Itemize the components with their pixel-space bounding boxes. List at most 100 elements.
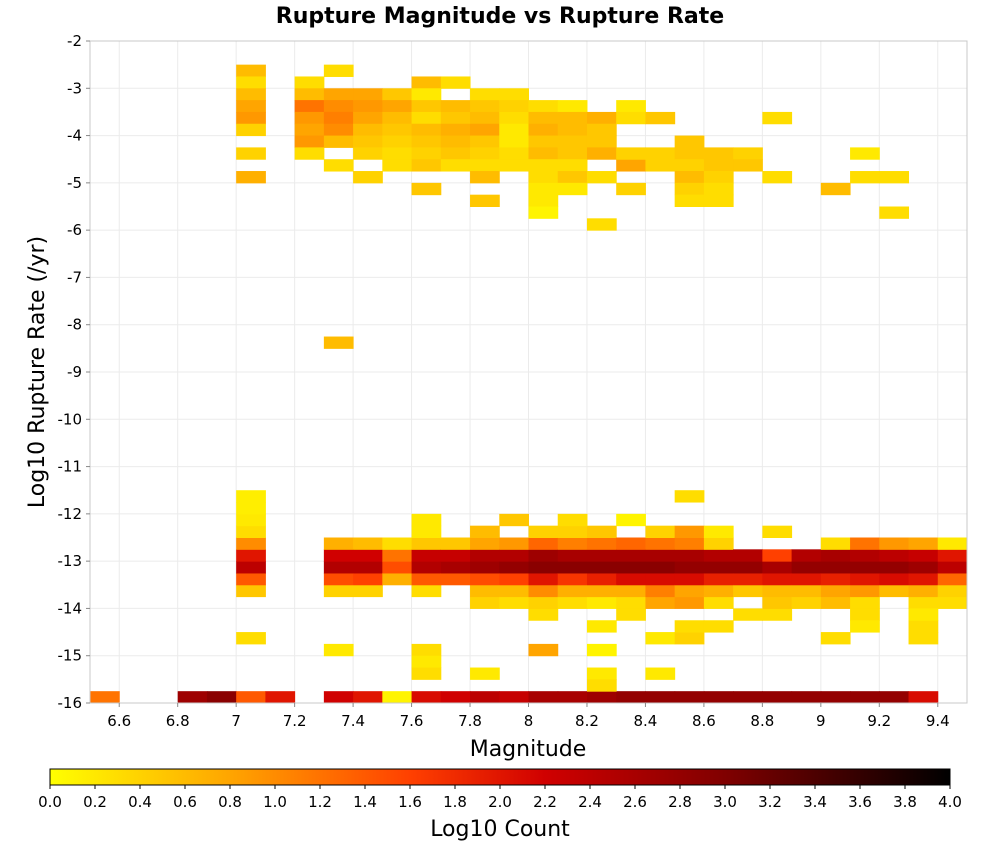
heatmap-cell [528,561,559,574]
heatmap-cell [703,596,734,609]
heatmap-cell [674,182,705,196]
heatmap-cell [411,537,442,550]
x-tick-label: 9 [816,712,826,730]
heatmap-cell [820,549,851,562]
heatmap-cell [353,111,383,125]
heatmap-cell [733,561,763,574]
x-tick-label: 7 [231,712,241,730]
heatmap-cell [586,135,617,148]
heatmap-cell [440,537,471,550]
heatmap-cell [440,159,471,172]
heatmap-cell [586,147,617,160]
heatmap-cell [411,572,442,586]
heatmap-cell [937,596,968,609]
heatmap-cell [850,691,880,704]
heatmap-cell [674,525,705,538]
heatmap-cell [382,100,413,113]
heatmap-cell [908,620,939,633]
heatmap-cell [499,123,529,137]
heatmap-cell [236,502,266,515]
heatmap-cell [528,111,559,125]
heatmap-cell [850,620,880,633]
heatmap-cell [586,679,617,692]
heatmap-cell [557,537,588,550]
heatmap-cell [762,549,793,562]
heatmap-cell [323,584,354,598]
colorbar-label: Log10 Count [430,817,570,842]
heatmap-cell [879,572,910,586]
heatmap-cell [850,147,880,160]
heatmap-cell [353,171,383,184]
x-tick-label: 6.8 [166,712,190,730]
heatmap-cell [528,159,559,172]
heatmap-cell [879,549,910,562]
heatmap-cell [382,561,413,574]
heatmap-cell [294,100,325,113]
colorbar-tick-label: 3.2 [758,793,782,811]
heatmap-cell [645,572,676,586]
heatmap-cell [820,584,851,598]
heatmap-cell [820,182,851,196]
heatmap-cell [616,572,646,586]
heatmap-cell [528,525,559,538]
heatmap-cell [528,123,559,137]
heatmap-cell [762,584,793,598]
heatmap-cell [236,64,266,77]
heatmap-cell [557,111,588,125]
heatmap-cell [440,76,471,89]
colorbar-tick-label: 2.4 [578,793,602,811]
heatmap-cell [470,111,500,125]
heatmap-cell [499,88,529,101]
heatmap-cell [733,584,763,598]
heatmap-cell [470,537,500,550]
heatmap-cell [908,584,939,598]
heatmap-cell [470,584,500,598]
heatmap-cell [937,584,968,598]
heatmap-cell [674,194,705,207]
heatmap-cell [586,171,617,184]
heatmap-cell [586,111,617,125]
y-tick-label: -2 [67,32,82,50]
heatmap-cell [908,572,939,586]
heatmap-cell [645,159,676,172]
heatmap-cell [674,147,705,160]
heatmap-cell [411,525,442,538]
colorbar-tick-label: 0.2 [83,793,107,811]
heatmap-cell [499,596,529,609]
y-tick-label: -13 [58,552,83,570]
heatmap-cell [879,206,910,219]
x-tick-label: 7.4 [341,712,365,730]
heatmap-cell [908,596,939,609]
x-tick-label: 8.2 [575,712,599,730]
colorbar-tick-label: 3.8 [893,793,917,811]
heatmap-cell [674,596,705,609]
heatmap-cell [850,171,880,184]
heatmap-cell [470,691,500,704]
y-tick-label: -4 [67,127,82,145]
heatmap-cell [528,182,559,196]
heatmap-cell [528,643,559,657]
heatmap-cell [586,218,617,231]
heatmap-cell [820,537,851,550]
heatmap-cell [470,159,500,172]
heatmap-cell [557,691,588,704]
heatmap-cell [499,111,529,125]
heatmap-cell [353,691,383,704]
y-tick-label: -6 [67,221,82,239]
heatmap-cell [908,561,939,574]
heatmap-cell [733,147,763,160]
heatmap-cell [470,561,500,574]
x-tick-label: 9.2 [867,712,891,730]
heatmap-cell [499,584,529,598]
heatmap-cell [820,691,851,704]
heatmap-cell [557,100,588,113]
heatmap-cell [616,584,646,598]
y-tick-label: -15 [58,647,83,665]
heatmap-cell [674,620,705,633]
heatmap-cell [616,111,646,125]
colorbar-tick-label: 2.0 [488,793,512,811]
heatmap-cell [236,111,266,125]
heatmap-cell [470,194,500,207]
heatmap-cell [440,147,471,160]
heatmap-cell [733,691,763,704]
